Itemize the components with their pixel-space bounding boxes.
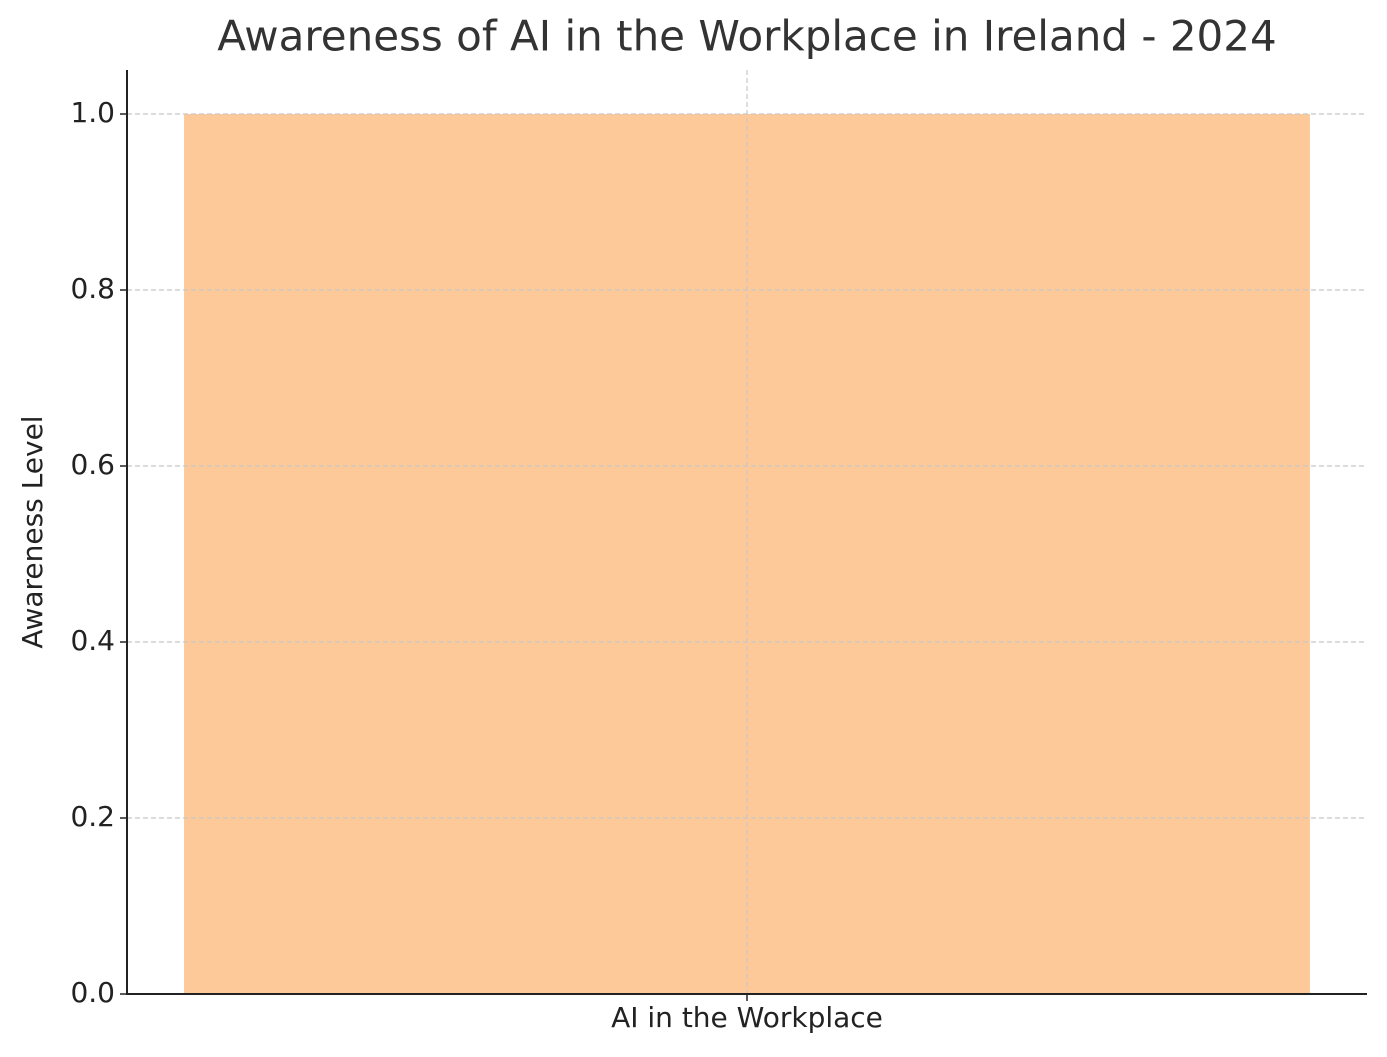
- y-tick-label: 1.0: [70, 96, 115, 129]
- y-tick-label: 0.8: [70, 272, 115, 305]
- chart-title: Awareness of AI in the Workplace in Irel…: [217, 12, 1276, 61]
- y-tick-label: 0.4: [70, 624, 115, 657]
- x-tick-label: AI in the Workplace: [611, 1001, 883, 1034]
- y-axis-label: Awareness Level: [16, 415, 49, 648]
- y-tick-label: 0.0: [70, 976, 115, 1009]
- y-tick-label: 0.2: [70, 800, 115, 833]
- y-tick-label: 0.6: [70, 448, 115, 481]
